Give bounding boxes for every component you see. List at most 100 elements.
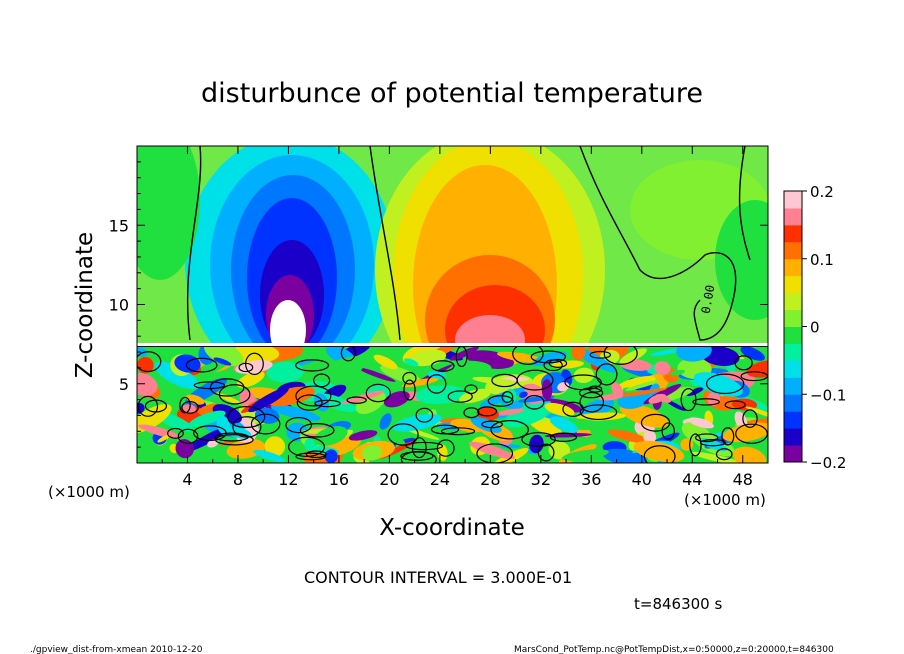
noise-blob [373,354,398,370]
noise-blob [633,440,685,463]
time-label: t=846300 s [634,595,722,613]
noise-contour [562,401,585,417]
noise-contour [694,433,719,443]
noise-blob [686,387,704,396]
noise-blob [617,376,656,391]
noise-contour [689,433,702,457]
noise-blob [253,449,285,462]
noise-contour [487,395,514,407]
noise-blob [392,414,442,432]
noise-contour [643,445,676,463]
colorbar-label: 0.1 [810,251,834,269]
x-tick-label: 44 [682,470,702,489]
colorbar-segment [784,326,802,344]
noise-contour [314,399,341,408]
noise-blob [185,427,229,452]
noise-contour [346,396,367,404]
noise-contour [537,443,555,462]
noise-blob [266,386,316,407]
noise-blob [648,393,667,404]
noise-contour [305,450,327,459]
contour-line-1 [186,146,202,341]
noise-contour [447,390,473,403]
x-axis-title: X-coordinate [379,515,525,541]
noise-blob [213,357,232,366]
noise-blob [468,441,515,460]
noise-blob [158,412,193,432]
noise-blob [722,422,768,443]
noise-contour [589,350,612,359]
noise-blob [561,449,609,461]
contour-interval: CONTOUR INTERVAL = 3.000E-01 [304,568,572,587]
noise-contour [512,347,544,365]
noise-blob [529,434,544,454]
noise-blob [270,404,321,422]
noise-blob [154,361,199,389]
noise-blob [472,376,522,386]
noise-contour [193,381,226,390]
x-tick-label: 28 [480,470,500,489]
x-tick-label: 24 [430,470,450,489]
colorbar-label: −0.1 [810,386,846,404]
noise-blob [654,361,671,376]
noise-contour [501,391,514,403]
colorbar-segment [784,224,802,243]
noise-contour [549,432,577,443]
colorbar-label: −0.2 [810,454,846,472]
colorbar-label: 0.2 [810,183,834,201]
x-axis: 4 8 12 16 20 24 28 32 36 40 44 48 [161,146,753,489]
noise-contour [705,373,745,395]
noise-contour [692,398,720,406]
colorbar-segment [784,377,802,395]
x-tick-label: 32 [531,470,551,489]
x-tick-label: 4 [182,470,192,489]
noise-blob [611,382,624,399]
noise-contour [287,436,326,458]
lower-noise [137,347,768,463]
noise-contour [167,427,184,439]
noise-blob [607,429,649,444]
contour-line-2 [369,146,401,341]
x-tick-label: 36 [581,470,601,489]
noise-contour [477,406,498,417]
colorbar-segment [784,360,802,378]
noise-blob [625,380,660,391]
colorbar-segment [784,207,802,226]
colorbar-segment [784,445,802,463]
noise-blob [740,347,765,361]
noise-contour [285,416,313,434]
x-tick-label: 12 [278,470,298,489]
y-tick-label: 10 [109,296,129,315]
noise-contour [579,404,618,421]
noise-contour [245,352,264,376]
noise-contour [193,425,227,442]
contour-line-3 [579,146,737,341]
noise-contour [455,347,468,368]
noise-contour [516,369,554,391]
noise-contour [295,359,330,372]
noise-blob [207,439,219,448]
noise-blob [643,430,657,444]
noise-blob [404,358,419,367]
warm-anomaly-core [455,315,525,347]
colorbar-segment [784,241,802,260]
noise-contour [137,395,159,417]
noise-blob [459,388,492,404]
noise-contour [387,423,419,446]
noise-contour [296,394,323,411]
noise-blob [550,360,584,369]
noise-contour [177,428,199,444]
noise-contour [295,452,327,461]
left-patch [137,146,200,280]
noise-blob [325,356,365,375]
noise-blob [380,364,422,384]
x-tick-label: 20 [379,470,399,489]
noise-contour [403,379,416,401]
colorbar-segment [784,309,802,327]
noise-contour [250,413,281,435]
noise-blob [470,416,502,433]
colorbar-label: 0 [810,319,820,337]
noise-contour [436,439,455,457]
noise-contour [218,384,251,405]
